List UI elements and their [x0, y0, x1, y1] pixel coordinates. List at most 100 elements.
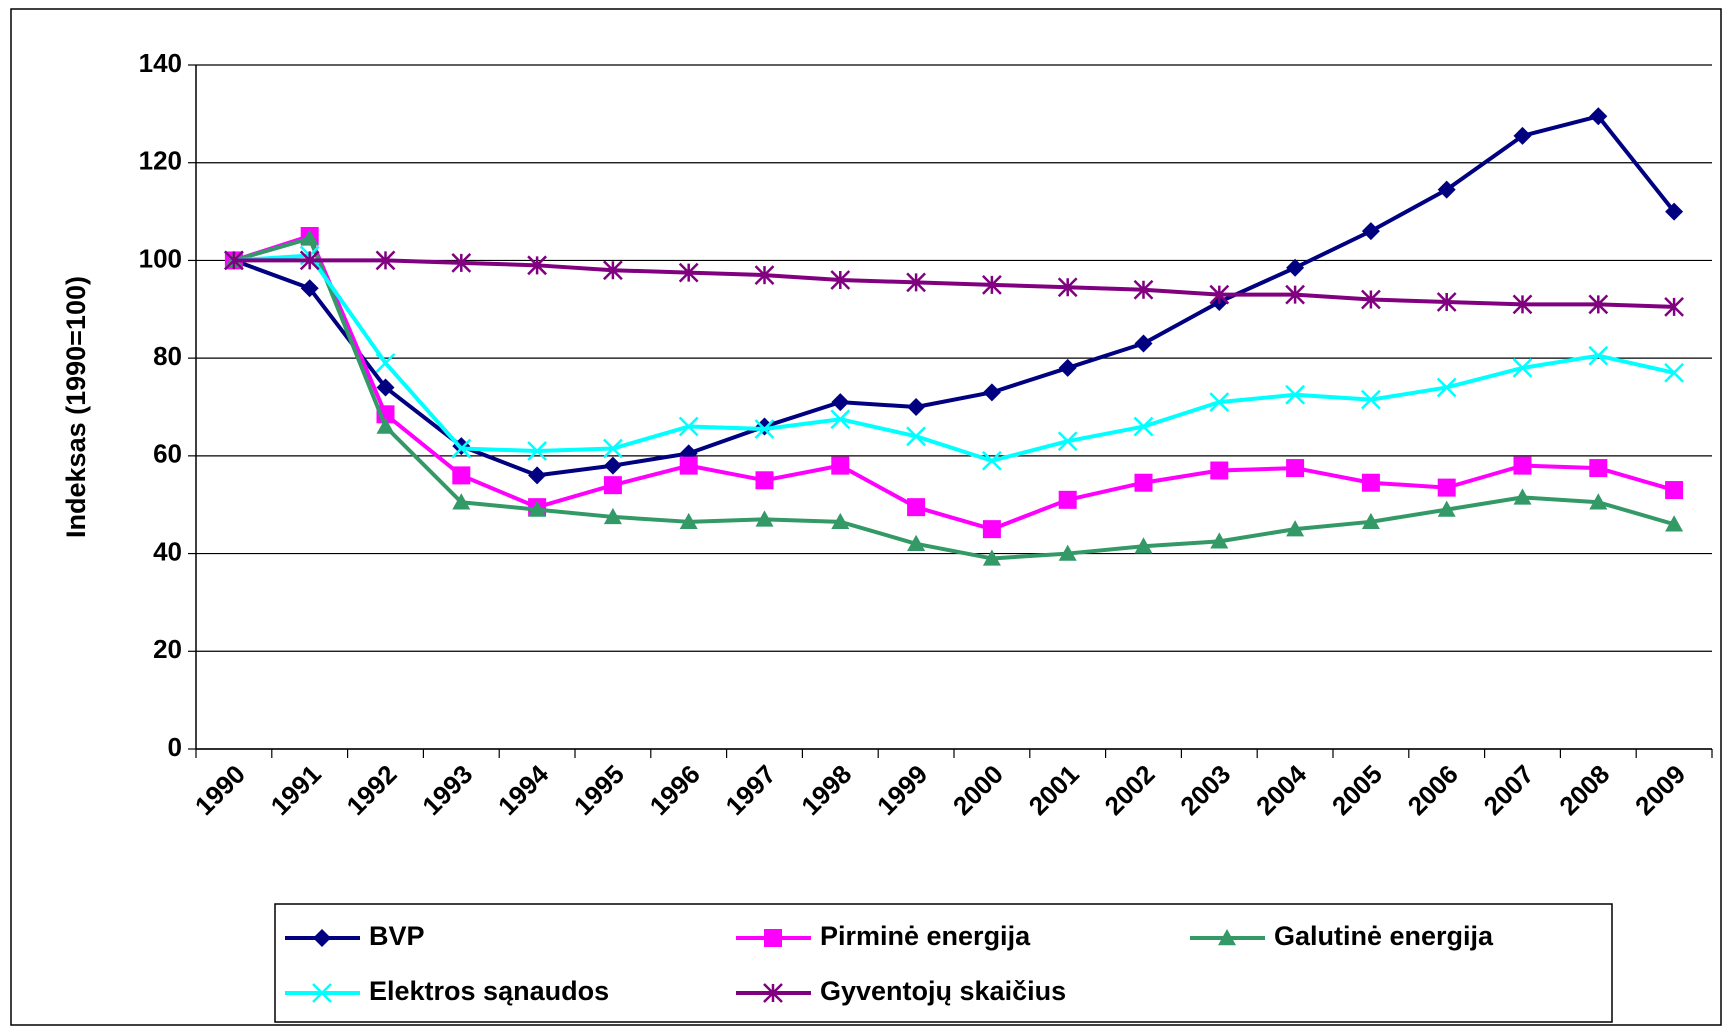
y-tick-label: 120: [139, 146, 182, 176]
point-marker: [1361, 389, 1381, 410]
point-marker: [907, 534, 926, 551]
point-marker: [679, 456, 698, 475]
point-marker: [528, 500, 547, 517]
point-marker: [831, 393, 850, 412]
point-marker: [603, 260, 623, 281]
y-tick-label: 60: [153, 439, 182, 469]
point-marker: [982, 383, 1001, 402]
point-marker: [1664, 296, 1684, 317]
point-marker: [1057, 431, 1078, 452]
point-marker: [1665, 202, 1684, 221]
point-marker: [1134, 537, 1153, 554]
point-marker: [764, 929, 782, 947]
point-marker: [451, 438, 472, 459]
point-marker: [1588, 345, 1609, 366]
point-marker: [830, 409, 851, 430]
point-marker: [1218, 929, 1236, 946]
y-tick-label: 20: [153, 634, 182, 664]
point-marker: [1361, 222, 1380, 241]
point-marker: [831, 512, 850, 530]
point-marker: [527, 441, 547, 461]
series-line: [233, 253, 1675, 463]
point-marker: [1134, 473, 1153, 492]
point-marker: [1210, 532, 1229, 549]
point-marker: [299, 250, 320, 271]
point-marker: [375, 250, 396, 271]
point-marker: [679, 512, 698, 530]
y-tick-label: 0: [168, 732, 182, 762]
point-marker: [1589, 107, 1608, 126]
point-marker: [528, 466, 547, 485]
point-marker: [452, 466, 471, 485]
point-marker: [1437, 180, 1456, 199]
point-marker: [1058, 544, 1077, 561]
legend-box: [274, 903, 1613, 1023]
point-marker: [1134, 334, 1153, 353]
chart-frame: [10, 8, 1722, 1026]
point-marker: [1058, 358, 1077, 377]
point-marker: [1209, 392, 1230, 412]
point-marker: [906, 272, 926, 293]
y-tick-label: 80: [153, 341, 182, 371]
point-marker: [1361, 512, 1380, 530]
point-marker: [1436, 292, 1457, 312]
point-marker: [1133, 279, 1154, 300]
y-axis-title: Indeksas (1990=100): [61, 276, 91, 538]
point-marker: [831, 456, 850, 475]
point-marker: [1286, 459, 1305, 478]
point-marker: [1513, 488, 1532, 505]
legend-label: Galutinė energija: [1274, 921, 1494, 951]
point-marker: [1588, 294, 1609, 315]
point-marker: [376, 417, 395, 434]
legend-label: Pirminė energija: [820, 921, 1031, 951]
point-marker: [451, 252, 472, 273]
series-line: [233, 258, 1675, 309]
series-line: [233, 114, 1676, 478]
point-marker: [1664, 362, 1684, 383]
legend-label: BVP: [369, 921, 425, 951]
point-marker: [1285, 284, 1305, 305]
point-marker: [1286, 520, 1305, 537]
point-marker: [1665, 515, 1684, 532]
point-marker: [300, 279, 319, 298]
legend-item: Galutinė energija: [1190, 921, 1494, 951]
point-marker: [1589, 493, 1608, 510]
point-marker: [603, 438, 623, 459]
point-marker: [375, 353, 396, 373]
point-marker: [982, 549, 1001, 566]
y-tick-label: 140: [139, 48, 182, 78]
legend-label: Elektros sąnaudos: [369, 976, 609, 1006]
point-marker: [224, 250, 244, 271]
point-marker: [678, 416, 699, 437]
point-marker: [1513, 456, 1532, 475]
point-marker: [982, 520, 1001, 539]
point-marker: [754, 419, 775, 439]
point-marker: [312, 983, 332, 1003]
y-tick-label: 100: [139, 243, 182, 273]
legend-item: Elektros sąnaudos: [285, 976, 609, 1006]
point-marker: [1589, 459, 1608, 478]
point-marker: [830, 270, 851, 290]
point-marker: [1058, 490, 1077, 509]
series-line: [233, 234, 1675, 532]
point-marker: [755, 471, 774, 490]
point-marker: [376, 378, 395, 397]
point-marker: [755, 417, 774, 436]
point-marker: [1437, 478, 1456, 497]
point-marker: [907, 398, 926, 416]
point-marker: [603, 507, 622, 525]
point-marker: [1665, 481, 1684, 500]
point-marker: [1057, 277, 1078, 298]
y-tick-label: 40: [153, 536, 182, 566]
point-marker: [1286, 258, 1305, 277]
point-marker: [907, 498, 926, 517]
point-marker: [678, 262, 699, 283]
point-marker: [603, 476, 622, 495]
point-marker: [763, 983, 783, 1003]
point-marker: [1361, 289, 1381, 310]
point-marker: [1209, 284, 1230, 305]
point-marker: [1437, 500, 1456, 517]
point-marker: [1285, 384, 1305, 405]
